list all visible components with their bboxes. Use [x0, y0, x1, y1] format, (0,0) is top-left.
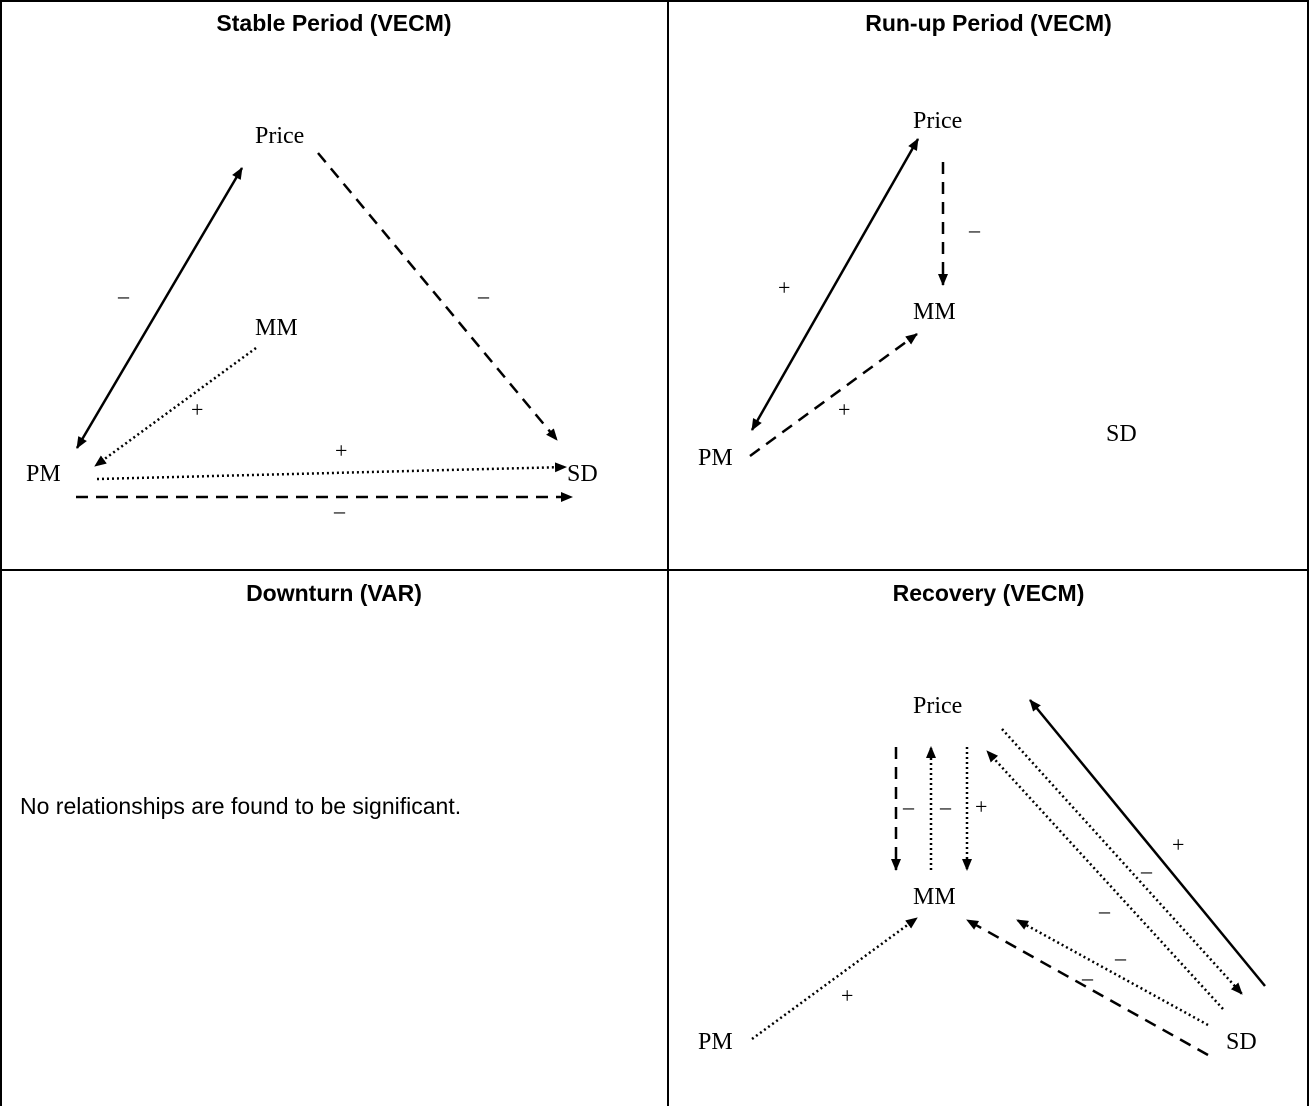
runup-arrow-price-pm — [750, 138, 920, 431]
stable-sign-pm-sd-dotted: + — [335, 438, 347, 463]
runup-node-pm: PM — [698, 445, 733, 471]
stable-arrow-price-sd — [317, 152, 558, 441]
recovery-node-price: Price — [913, 693, 962, 719]
runup-node-price: Price — [913, 108, 962, 134]
runup-arrow-pm-mm — [749, 332, 918, 458]
panel-title-runup: Run-up Period (VECM) — [865, 10, 1112, 36]
stable-node-pm: PM — [26, 461, 61, 487]
stable-sign-pm-sd-dashed: – — [333, 498, 346, 523]
recovery-sign-9: + — [1172, 832, 1184, 857]
recovery-arrow-sd-mm-dotted — [1016, 918, 1209, 1027]
stable-sign-price-sd: – — [477, 283, 490, 308]
panel-runup-period: Run-up Period (VECM) — [668, 0, 1309, 570]
recovery-sign-1: – — [902, 794, 915, 819]
runup-node-mm: MM — [913, 299, 956, 325]
runup-node-sd: SD — [1106, 421, 1137, 447]
recovery-sign-8: – — [1081, 965, 1094, 990]
stable-diagram: Price MM PM SD – – + + – — [26, 123, 598, 523]
stable-sign-price-pm: – — [117, 283, 130, 308]
recovery-diagram: Price MM PM SD – – + + – – – – + — [698, 693, 1266, 1057]
stable-arrow-price-pm — [75, 167, 244, 449]
stable-node-mm: MM — [255, 315, 298, 341]
downturn-message: No relationships are found to be signifi… — [20, 793, 462, 819]
recovery-arrow-sd-price-solid — [1029, 699, 1266, 987]
runup-sign-price-pm: + — [778, 275, 790, 300]
recovery-arrow-sd-mm-dashed — [966, 918, 1209, 1057]
runup-sign-price-mm: – — [968, 217, 981, 242]
recovery-sign-2: – — [939, 794, 952, 819]
stable-arrow-mm-pm — [94, 346, 257, 468]
runup-sign-pm-mm: + — [838, 397, 850, 422]
recovery-arrow-sd-price-dotted — [986, 750, 1224, 1010]
panel-stable-period: Stable Period (VECM) — [0, 0, 668, 570]
recovery-node-mm: MM — [913, 884, 956, 910]
recovery-sign-5: – — [1140, 858, 1153, 883]
recovery-sign-4: + — [841, 983, 853, 1008]
recovery-node-pm: PM — [698, 1029, 733, 1055]
panel-title-stable: Stable Period (VECM) — [216, 10, 452, 36]
panel-title-recovery: Recovery (VECM) — [892, 580, 1085, 606]
recovery-arrow-pm-mm — [751, 916, 918, 1041]
recovery-sign-3: + — [975, 794, 987, 819]
stable-node-price: Price — [255, 123, 304, 149]
recovery-sign-6: – — [1098, 898, 1111, 923]
stable-arrow-pm-sd-dotted — [96, 462, 567, 481]
recovery-node-sd: SD — [1226, 1029, 1257, 1055]
stable-sign-mm-pm: + — [191, 397, 203, 422]
runup-diagram: Price MM PM SD – + + — [698, 108, 1137, 471]
recovery-sign-7: – — [1114, 945, 1127, 970]
panel-downturn: Downturn (VAR) No relationships are foun… — [0, 570, 668, 1106]
stable-node-sd: SD — [567, 461, 598, 487]
panel-title-downturn: Downturn (VAR) — [246, 580, 422, 606]
panel-recovery: Recovery (VECM) — [668, 570, 1309, 1106]
